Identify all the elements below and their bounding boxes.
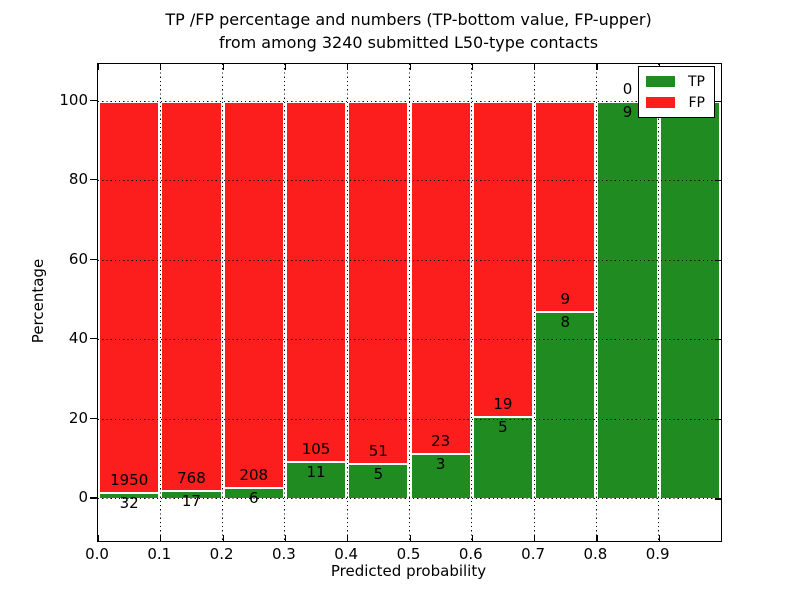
tp-count-label: 17 bbox=[181, 491, 201, 510]
x-tickmark-top bbox=[347, 64, 349, 70]
x-tick-label: 0.2 bbox=[209, 545, 234, 563]
legend-label-fp: FP bbox=[688, 94, 706, 111]
bars-layer bbox=[98, 64, 721, 541]
bar-segment-fp bbox=[471, 100, 535, 416]
x-tick-label: 0.0 bbox=[85, 545, 109, 563]
y-tickmark-right bbox=[715, 418, 721, 421]
tp-count-label: 3 bbox=[435, 454, 446, 473]
y-tick-label: 20 bbox=[68, 408, 88, 427]
y-tick-label: 0 bbox=[78, 488, 88, 507]
x-tick-label: 0.4 bbox=[334, 545, 359, 563]
x-tick-label: 0.7 bbox=[521, 545, 546, 563]
x-tick-label: 0.9 bbox=[645, 545, 670, 563]
y-tickmark-left bbox=[90, 497, 97, 499]
bar-segment-tp bbox=[347, 462, 410, 499]
inner-tickmarks-layer bbox=[98, 64, 721, 541]
bar-segment-tp bbox=[160, 489, 223, 499]
x-tickmark-bottom bbox=[471, 535, 473, 541]
tp-count-label: 11 bbox=[306, 462, 326, 481]
bar-segment-fp bbox=[534, 100, 597, 312]
x-tickmark-bottom bbox=[160, 535, 162, 541]
plot-area: 195032768172086105115152331959809011 TP … bbox=[97, 63, 722, 542]
x-tick-label: 0.1 bbox=[147, 545, 172, 563]
x-tickmark-top bbox=[534, 64, 536, 70]
tp-count-label: 5 bbox=[498, 417, 508, 436]
x-tickmark-bottom bbox=[596, 535, 598, 541]
fp-count-label: 0 bbox=[622, 79, 633, 98]
bar-segment-tp bbox=[222, 487, 285, 499]
tp-count-label: 5 bbox=[373, 464, 384, 483]
y-tickmark-right bbox=[715, 339, 721, 341]
bar-segment-fp bbox=[160, 100, 223, 490]
bar-segment-tp bbox=[471, 415, 535, 499]
x-tick-label: 0.8 bbox=[583, 545, 608, 563]
y-tick-label: 40 bbox=[68, 329, 88, 348]
y-tick-label: 80 bbox=[68, 170, 88, 189]
tp-color-swatch bbox=[646, 76, 675, 87]
x-tickmark-top bbox=[284, 64, 287, 70]
x-tickmark-top bbox=[222, 64, 224, 70]
bar-count-labels-layer: 195032768172086105115152331959809011 bbox=[98, 64, 721, 541]
x-tickmark-bottom bbox=[98, 535, 100, 541]
x-tickmark-top bbox=[98, 64, 100, 70]
x-tick-label: 0.3 bbox=[271, 545, 296, 563]
y-tickmark-right bbox=[715, 259, 721, 261]
x-tickmark-top bbox=[409, 64, 411, 70]
y-tickmark-right bbox=[715, 498, 721, 500]
y-tickmark-left bbox=[90, 179, 97, 181]
y-tickmark-left bbox=[90, 258, 97, 260]
x-tickmark-bottom bbox=[222, 535, 224, 541]
chart-title: TP /FP percentage and numbers (TP-bottom… bbox=[97, 8, 720, 54]
x-tickmark-top bbox=[160, 64, 162, 70]
x-tickmark-bottom bbox=[347, 535, 349, 541]
legend-label-tp: TP bbox=[688, 73, 705, 90]
y-tickmark-right bbox=[715, 100, 721, 102]
y-axis-title: Percentage bbox=[29, 258, 47, 344]
fp-count-label: 51 bbox=[368, 441, 388, 460]
y-tickmark-left bbox=[90, 417, 97, 420]
x-tickmark-bottom bbox=[658, 535, 660, 541]
fp-count-label: 208 bbox=[239, 466, 269, 485]
fp-count-label: 23 bbox=[431, 431, 451, 450]
bar-segment-tp bbox=[284, 460, 348, 499]
bar-segment-tp bbox=[409, 452, 472, 499]
x-tickmark-bottom bbox=[534, 535, 536, 541]
fp-count-label: 1950 bbox=[110, 471, 149, 489]
legend-box: TP FP bbox=[638, 66, 715, 118]
bar-segment-fp bbox=[222, 100, 285, 488]
x-tickmark-bottom bbox=[409, 535, 411, 541]
x-tickmark-top bbox=[596, 64, 598, 70]
x-tickmark-bottom bbox=[284, 535, 287, 541]
legend-item-fp: FP bbox=[646, 92, 705, 113]
bar-segment-tp bbox=[98, 492, 161, 499]
chart-title-line2: from among 3240 submitted L50-type conta… bbox=[218, 33, 599, 52]
bar-segment-tp bbox=[596, 100, 659, 499]
bar-segment-fp bbox=[98, 100, 161, 492]
fp-color-swatch bbox=[646, 97, 675, 108]
fp-count-label: 105 bbox=[301, 439, 331, 458]
fp-count-label: 9 bbox=[560, 290, 571, 309]
y-tick-label: 60 bbox=[68, 249, 88, 268]
bar-segment-fp bbox=[284, 100, 348, 461]
bar-segment-tp bbox=[534, 311, 597, 499]
x-axis-title: Predicted probability bbox=[330, 562, 487, 580]
tp-count-label: 6 bbox=[248, 489, 259, 508]
x-tick-label: 0.6 bbox=[458, 545, 483, 563]
x-tickmark-top bbox=[471, 64, 473, 70]
legend-item-tp: TP bbox=[646, 71, 705, 92]
y-tickmark-right bbox=[715, 180, 721, 182]
chart-title-line1: TP /FP percentage and numbers (TP-bottom… bbox=[165, 10, 652, 29]
tp-count-label: 9 bbox=[622, 102, 633, 121]
bar-segment-fp bbox=[347, 100, 410, 463]
bar-segment-fp bbox=[409, 100, 472, 453]
bar-segment-tp bbox=[658, 100, 721, 499]
tp-count-label: 8 bbox=[560, 313, 571, 332]
y-tickmark-left bbox=[90, 338, 97, 340]
x-tick-label: 0.5 bbox=[396, 545, 421, 563]
fp-count-label: 768 bbox=[177, 468, 206, 487]
y-tickmark-left bbox=[90, 99, 97, 101]
y-tick-label: 100 bbox=[59, 90, 88, 109]
fp-count-label: 19 bbox=[493, 394, 513, 413]
